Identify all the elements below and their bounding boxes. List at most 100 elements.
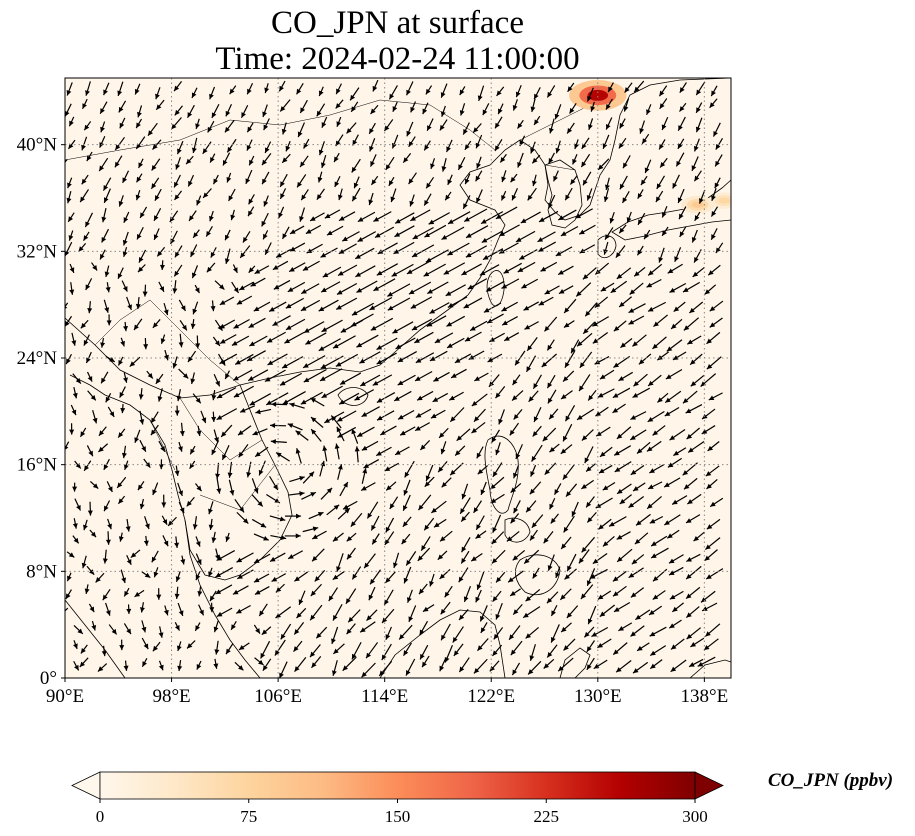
wind-arrow: [652, 336, 667, 350]
wind-arrow: [558, 209, 577, 221]
wind-arrow: [359, 621, 376, 633]
wind-arrow: [618, 137, 627, 149]
wind-arrow: [318, 141, 325, 156]
wind-arrow: [310, 416, 324, 428]
wind-arrow: [691, 156, 699, 172]
wind-arrow: [491, 549, 506, 564]
wind-arrow: [515, 230, 536, 243]
wind-arrow: [98, 426, 107, 437]
wind-arrow: [261, 212, 269, 227]
wind-arrow: [682, 390, 698, 404]
wind-arrow: [195, 335, 201, 349]
wind-arrow: [592, 553, 608, 565]
wind-arrow: [331, 660, 338, 676]
wind-arrow: [667, 457, 682, 468]
lon-tick-label: 114°E: [361, 686, 408, 707]
wind-arrow: [693, 170, 702, 182]
gridlines: [65, 78, 731, 678]
wind-arrow: [425, 85, 433, 95]
wind-arrow: [663, 514, 681, 526]
lat-tick-label: 8°N: [26, 561, 57, 582]
wind-arrow: [579, 244, 596, 254]
wind-arrow: [603, 188, 610, 203]
wind-arrow: [146, 370, 154, 379]
wind-arrow: [433, 518, 447, 528]
wind-arrow: [126, 555, 132, 565]
wind-arrow: [316, 188, 325, 200]
wind-arrow: [105, 355, 116, 363]
wind-arrow: [599, 604, 616, 618]
wind-arrow: [464, 140, 472, 151]
wind-arrow: [691, 229, 698, 243]
wind-arrow: [258, 603, 268, 617]
wind-arrow: [152, 139, 162, 150]
wind-arrow: [355, 265, 376, 278]
wind-arrow: [84, 584, 90, 595]
wind-arrow: [658, 139, 666, 150]
wind-arrow: [441, 158, 447, 172]
wind-arrow: [324, 209, 341, 219]
wind-arrow: [253, 573, 270, 583]
wind-arrow: [261, 171, 270, 185]
wind-arrow: [95, 572, 105, 583]
wind-arrow: [153, 208, 162, 222]
wind-arrow: [319, 368, 343, 382]
wind-arrow: [361, 662, 376, 678]
wind-arrow: [300, 299, 321, 312]
wind-arrow: [425, 464, 434, 482]
longitude-ticks: 90°E 98°E 106°E 114°E 122°E 130°E 138°E: [46, 678, 728, 707]
wind-arrow: [472, 123, 482, 134]
wind-arrow: [351, 428, 359, 444]
wind-arrow: [211, 531, 217, 543]
wind-arrow: [185, 155, 194, 165]
wind-arrow: [669, 283, 687, 293]
wind-arrow: [289, 402, 305, 409]
wind-arrow: [227, 461, 233, 478]
wind-arrow: [143, 535, 149, 546]
wind-arrow: [83, 121, 92, 131]
wind-arrow: [220, 424, 233, 438]
wind-arrow: [264, 242, 272, 255]
wind-arrow: [607, 82, 614, 93]
wind-arrow: [633, 266, 646, 277]
wind-arrow: [206, 262, 216, 273]
wind-arrow: [501, 278, 520, 289]
wind-arrow: [615, 245, 626, 259]
wind-arrow: [188, 210, 197, 222]
wind-arrow: [351, 641, 362, 660]
wind-arrow: [695, 102, 703, 114]
wind-arrow: [369, 569, 382, 585]
wind-arrow: [387, 297, 411, 311]
wind-arrow: [458, 657, 470, 673]
wind-arrow: [258, 460, 266, 476]
wind-arrow: [475, 515, 485, 531]
wind-arrow: [69, 282, 75, 295]
wind-arrow: [376, 352, 397, 365]
wind-arrow: [98, 157, 109, 172]
wind-arrow: [83, 334, 90, 346]
wind-arrow: [179, 422, 185, 437]
wind-arrow: [322, 445, 328, 462]
wind-arrow: [423, 140, 431, 151]
wind-arrow: [191, 265, 199, 279]
wind-arrow: [213, 658, 219, 669]
wind-arrow: [123, 321, 129, 332]
wind-arrow: [647, 481, 663, 490]
wind-arrow: [264, 369, 286, 382]
lat-tick-label: 24°N: [17, 348, 58, 369]
wind-arrow: [600, 282, 615, 292]
wind-arrow: [232, 264, 238, 274]
wind-arrow: [544, 316, 558, 332]
wind-arrow: [501, 170, 507, 183]
wind-arrow: [430, 409, 446, 419]
wind-arrow: [550, 624, 560, 643]
wind-arrow: [233, 385, 254, 398]
wind-arrow: [236, 295, 253, 305]
wind-arrow: [234, 353, 254, 365]
wind-arrow: [630, 587, 645, 598]
wind-arrow: [303, 368, 327, 383]
wind-arrow: [305, 224, 322, 235]
wind-arrow: [285, 318, 306, 331]
wind-arrow: [465, 225, 489, 239]
wind-arrow: [679, 82, 687, 94]
